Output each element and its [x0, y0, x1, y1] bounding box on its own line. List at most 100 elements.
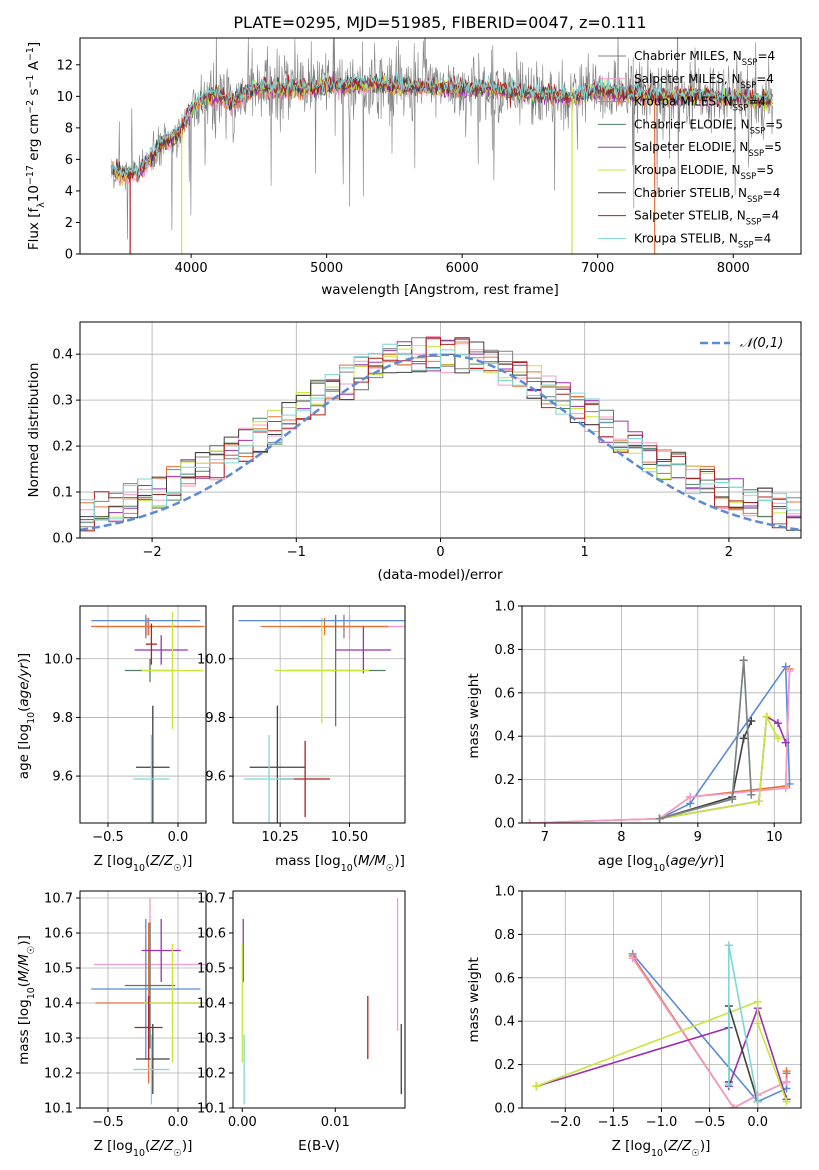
y-tick-label: 10 — [56, 90, 73, 105]
x-tick-label: 1 — [581, 545, 589, 560]
y-tick-label: 0.0 — [494, 1102, 515, 1117]
axes-frame — [232, 890, 406, 1109]
x-tick-label: 0 — [436, 545, 444, 560]
x-tick-label: 0.0 — [168, 1115, 189, 1130]
plot-area — [241, 898, 402, 1105]
y-tick-label: 10.7 — [44, 892, 73, 907]
x-tick-label: −0.5 — [92, 1115, 124, 1130]
y-tick-label: 0.8 — [494, 643, 515, 658]
x-tick-label: 4000 — [175, 261, 208, 276]
legend-entry: Kroupa ELODIE, NSSP=5 — [634, 163, 774, 181]
y-tick-label: 0 — [65, 248, 73, 263]
y-tick-label: 2 — [65, 216, 73, 231]
x-tick-label: −2.0 — [550, 1115, 582, 1130]
y-axis-label: Normed distribution — [26, 363, 42, 498]
weight-marker-salpeter_miles — [785, 667, 794, 676]
y-tick-label: 10.1 — [197, 1102, 226, 1117]
weight-line-chabrier_miles — [659, 660, 753, 820]
legend-entry: Chabrier ELODIE, NSSP=5 — [634, 117, 783, 135]
axes-frame — [79, 605, 207, 824]
weight-marker-chabrier_miles — [747, 790, 756, 799]
y-tick-label: 0.8 — [494, 928, 515, 943]
age-vs-mass-panel: 10.25 10.50 9.6 9.8 10.0 mass [log10(M/M☉)] — [197, 605, 406, 874]
weight-marker-kroupa_elodie — [753, 1019, 762, 1028]
x-tick-label: 0.01 — [321, 1115, 350, 1130]
y-tick-label: 10.3 — [44, 1032, 73, 1047]
weight-line-salpeter_miles — [529, 671, 791, 823]
legend-entry: Kroupa STELIB, NSSP=4 — [634, 231, 771, 249]
legend-entry: Chabrier STELIB, NSSP=4 — [634, 186, 780, 204]
weight-marker-kroupa_elodie — [782, 1097, 791, 1106]
x-tick-label: 0.00 — [228, 1115, 257, 1130]
plot-area — [532, 941, 791, 1108]
x-tick-label: 10.25 — [262, 830, 299, 845]
x-axis-label: Z [log10(Z/Z☉)] — [94, 853, 193, 874]
histogram-step-kroupa_stelib — [80, 343, 801, 538]
weight-marker-salpeter_miles — [781, 784, 790, 793]
age-vs-metallicity-panel: −0.5 0.0 9.6 9.8 10.0 Z [log10(Z/Z☉)] age [log… — [16, 605, 207, 874]
y-tick-label: 0.0 — [52, 532, 73, 547]
x-axis-label: Z [log10(Z/Z☉)] — [612, 1138, 711, 1159]
mass-vs-metallicity-panel: −0.5 0.0 10.1 10.2 10.3 10.4 10.5 10.6 10.7 Z [lo… — [16, 890, 207, 1159]
weight-marker-chabrier_miles — [655, 814, 664, 823]
axes-frame — [79, 37, 802, 255]
weight-line-salpeter_miles — [631, 957, 787, 1108]
weight-marker-kroupa_elodie — [754, 797, 763, 806]
y-axis-label: mass weight — [466, 957, 482, 1042]
histogram-step-salpeter_stelib — [80, 338, 801, 538]
weight-marker-kroupa_elodie — [762, 712, 771, 721]
y-tick-label: 10.6 — [197, 927, 226, 942]
figure-title: PLATE=0295, MJD=51985, FIBERID=0047, z=0… — [233, 13, 646, 32]
x-axis-label: mass [log10(M/M☉)] — [275, 853, 405, 874]
y-tick-label: 0.3 — [52, 394, 73, 409]
weight-line-gauss — [659, 664, 791, 820]
y-tick-label: 0.2 — [52, 440, 73, 455]
y-tick-label: 10.5 — [44, 962, 73, 977]
legend-entry: Kroupa MILES, NSSP=4 — [634, 95, 766, 113]
weight-marker-salpeter_miles — [628, 954, 637, 963]
x-tick-label: −1.5 — [598, 1115, 630, 1130]
axes-frame — [521, 605, 802, 824]
axes-frame — [232, 605, 406, 824]
weight-marker-salpeter_elodie — [781, 738, 790, 747]
legend-entry: Salpeter MILES, NSSP=4 — [634, 72, 774, 90]
plot-area — [91, 898, 206, 1105]
x-axis-label: Z [log10(Z/Z☉)] — [94, 1138, 193, 1159]
y-tick-label: 1.0 — [494, 885, 515, 900]
weight-marker-salpeter_miles — [686, 792, 695, 801]
x-tick-label: 0.0 — [168, 830, 189, 845]
mass-vs-ebv-panel: 0.00 0.01 10.1 10.2 10.3 10.4 10.5 10.6 10.7 E(B-… — [197, 890, 406, 1154]
y-tick-label: 10.0 — [44, 652, 73, 667]
weight-line-kroupa_miles — [529, 668, 791, 823]
y-axis-label: mass weight — [466, 673, 482, 758]
x-tick-label: 9 — [694, 830, 702, 845]
weight-vs-age-panel: 7 8 9 10 0.0 0.2 0.4 0.6 0.8 1.0 age [log10(age/yr… — [466, 600, 802, 874]
weight-marker-salpeter_miles — [782, 1077, 791, 1086]
x-tick-label: −1.0 — [646, 1115, 678, 1130]
y-tick-label: 9.6 — [52, 770, 73, 785]
y-tick-label: 10.3 — [197, 1032, 226, 1047]
y-tick-label: 10.4 — [44, 997, 73, 1012]
weight-marker-kroupa_stelib — [753, 1097, 762, 1106]
normal-curve-line — [80, 353, 801, 532]
y-tick-label: 10.1 — [44, 1102, 73, 1117]
weight-marker-salpeter_elodie — [774, 719, 783, 728]
weight-marker-salpeter_miles — [729, 1104, 738, 1108]
y-tick-label: 9.8 — [205, 711, 226, 726]
x-tick-label: 8 — [617, 830, 625, 845]
weight-marker-chabrier_miles — [728, 795, 737, 804]
weight-line-salpeter_elodie — [659, 715, 787, 820]
x-tick-label: 5000 — [310, 261, 343, 276]
y-tick-label: 0.6 — [494, 971, 515, 986]
x-axis-label: (data-model)/error — [377, 567, 503, 583]
x-tick-label: −0.5 — [92, 830, 124, 845]
y-axis-label: age [log10(age/yr)] — [16, 653, 37, 779]
y-tick-label: 6 — [65, 153, 73, 168]
legend-entry: 𝒩(0,1) — [740, 336, 783, 351]
plot-area — [238, 614, 405, 823]
weight-marker-kroupa_elodie — [774, 734, 783, 743]
weight-marker-kroupa_miles — [782, 1067, 791, 1076]
weight-marker-chabrier_stelib — [739, 734, 748, 743]
weight-marker-kroupa_elodie — [753, 997, 762, 1006]
x-tick-label: 0.0 — [747, 1115, 768, 1130]
